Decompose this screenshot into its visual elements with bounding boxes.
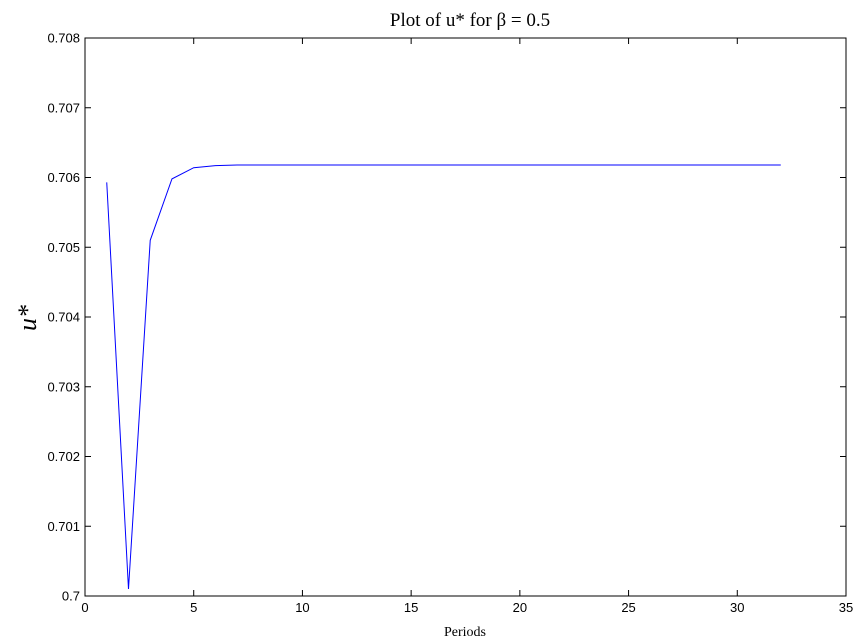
chart-title: Plot of u* for β = 0.5	[390, 10, 550, 31]
y-tick-label: 0.7	[62, 589, 80, 604]
x-axis: 0 5 10 15 20 25 30 35	[81, 38, 853, 615]
y-tick-label: 0.702	[47, 449, 80, 464]
x-tick-label: 25	[621, 600, 635, 615]
plot-area-frame	[84, 37, 847, 597]
x-tick-label: 35	[839, 600, 853, 615]
x-tick-label: 15	[404, 600, 418, 615]
y-tick-label: 0.701	[47, 519, 80, 534]
y-tick-label: 0.707	[47, 100, 80, 115]
series-line	[106, 164, 781, 590]
y-axis-label: u*	[13, 305, 42, 331]
x-tick-label: 10	[295, 600, 309, 615]
x-tick-label: 30	[730, 600, 744, 615]
x-tick-label: 20	[513, 600, 527, 615]
x-tick-label: 5	[190, 600, 197, 615]
x-tick-label: 0	[81, 600, 88, 615]
y-axis: 0.7 0.701 0.702 0.703 0.704 0.705 0.706 0.707 0.…	[47, 31, 846, 604]
y-tick-label: 0.706	[47, 170, 80, 185]
y-tick-label: 0.704	[47, 310, 80, 325]
x-axis-label: Periods	[444, 625, 486, 640]
y-tick-label: 0.703	[47, 379, 80, 394]
y-tick-label: 0.708	[47, 31, 80, 46]
y-tick-label: 0.705	[47, 240, 80, 255]
